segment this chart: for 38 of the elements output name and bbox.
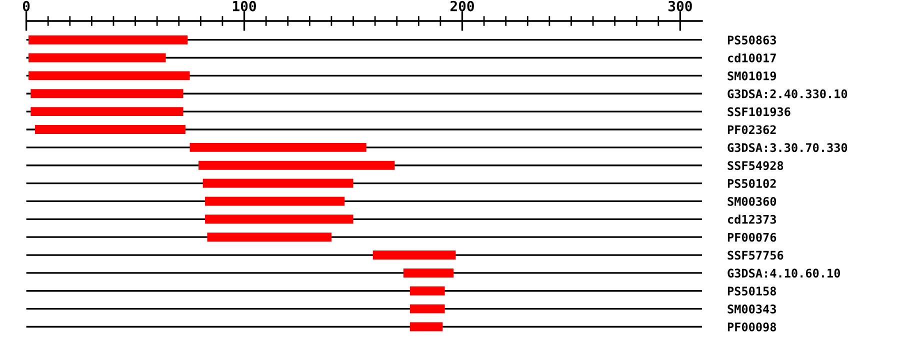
y-tick-label: SSF101936 [728, 107, 790, 116]
y-tick-label: SM00343 [728, 304, 776, 314]
y-tick-label: SM00360 [728, 196, 776, 206]
bar [372, 250, 456, 260]
y-tick-label: SM01019 [728, 71, 776, 80]
y-tick-label: PS50863 [728, 36, 776, 44]
x-tick-label: 300 [668, 0, 692, 12]
y-tick-label: SSF57756 [728, 250, 784, 260]
bar [198, 160, 395, 170]
y-tick-label: PF00098 [728, 322, 776, 332]
y-tick-label: G3DSA:2.40.330.10 [728, 89, 848, 98]
bar [190, 142, 366, 152]
bar [410, 304, 445, 314]
bar [28, 35, 188, 44]
bar [207, 232, 332, 242]
bar [28, 71, 190, 80]
y-tick-label: G3DSA:4.10.60.10 [728, 268, 840, 278]
bar [28, 53, 166, 62]
bar [403, 268, 454, 278]
bar [410, 286, 445, 296]
y-tick-label: cd10017 [728, 53, 776, 62]
bar [202, 178, 354, 188]
bar [410, 322, 443, 332]
y-tick-label: PS50102 [728, 179, 776, 188]
x-tick-label: 100 [233, 0, 256, 12]
bar [205, 196, 345, 206]
y-tick-label: PF00076 [728, 232, 776, 242]
y-tick-label: cd12373 [728, 214, 776, 224]
bar [35, 125, 186, 134]
bar [30, 89, 184, 98]
bar [205, 214, 354, 224]
y-tick-label: SSF54928 [728, 161, 784, 170]
y-tick-label: G3DSA:3.30.70.330 [728, 143, 848, 152]
y-tick-label: PS50158 [728, 286, 776, 296]
x-tick-label: 200 [450, 0, 474, 12]
x-tick-label: 0 [22, 0, 30, 12]
y-tick-label: PF02362 [728, 125, 776, 134]
bar [30, 107, 184, 116]
